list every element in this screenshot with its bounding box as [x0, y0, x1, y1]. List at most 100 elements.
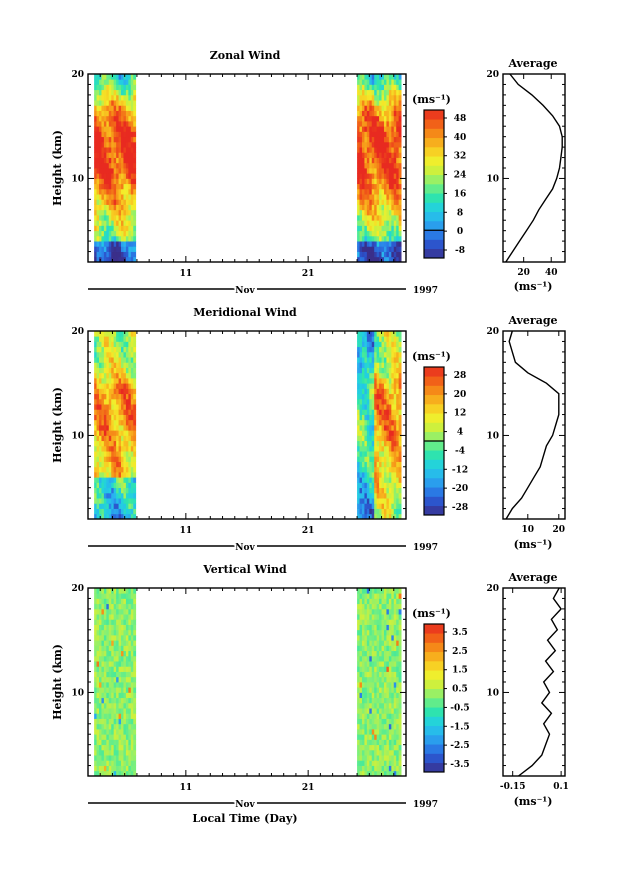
heatmap-cell — [369, 682, 373, 688]
heatmap-cell — [96, 220, 100, 226]
heatmap-cell — [128, 362, 132, 368]
heatmap-cell — [388, 362, 392, 368]
heatmap-cell — [371, 121, 375, 127]
heatmap-cell — [106, 645, 110, 652]
heatmap-cell — [128, 666, 132, 672]
heatmap-cell — [361, 498, 365, 504]
heatmap-cell — [361, 404, 365, 410]
heatmap-cell — [113, 650, 117, 657]
heatmap-cell — [371, 671, 375, 678]
heatmap-cell — [94, 692, 97, 699]
heatmap-cell — [369, 235, 373, 242]
heatmap-cell — [388, 666, 392, 672]
colorbar-swatch — [424, 422, 444, 433]
heatmap-cell — [96, 640, 100, 646]
heatmap-cell — [118, 346, 122, 353]
heatmap-cell — [128, 492, 132, 499]
heatmap-cell — [108, 661, 112, 667]
heatmap-cell — [359, 645, 363, 652]
heatmap-cell — [116, 603, 119, 610]
heatmap-cell — [116, 624, 119, 631]
heatmap-cell — [121, 451, 124, 457]
heatmap-cell — [361, 121, 365, 127]
heatmap-cell — [386, 692, 390, 699]
heatmap-cell — [101, 608, 105, 615]
heatmap-cell — [121, 178, 124, 185]
heatmap-cell — [369, 718, 373, 725]
heatmap-cell — [369, 256, 373, 263]
heatmap-cell — [111, 440, 115, 447]
heatmap-cell — [381, 74, 385, 80]
heatmap-cell — [103, 593, 107, 599]
heatmap-cell — [94, 194, 97, 200]
heatmap-cell — [374, 173, 378, 179]
heatmap-cell — [359, 760, 363, 766]
heatmap-cell — [99, 671, 102, 678]
heatmap-cell — [393, 687, 397, 693]
heatmap-cell — [106, 629, 110, 636]
heatmap-cell — [361, 770, 365, 777]
heatmap-cell — [376, 593, 380, 599]
heatmap-cell — [371, 492, 375, 499]
heatmap-cell — [99, 79, 102, 85]
heatmap-cell — [386, 440, 390, 447]
heatmap-cell — [121, 147, 124, 153]
heatmap-cell — [101, 351, 105, 358]
heatmap-cell — [383, 739, 387, 746]
heatmap-cell — [357, 199, 360, 205]
heatmap-cell — [357, 173, 360, 179]
heatmap-cell — [103, 183, 107, 190]
heatmap-cell — [366, 251, 370, 258]
heatmap-cell — [128, 503, 132, 509]
heatmap-cell — [383, 194, 387, 200]
heatmap-cell — [128, 121, 132, 127]
heatmap-cell — [108, 440, 112, 447]
heatmap-cell — [366, 331, 370, 337]
heatmap-cell — [130, 256, 134, 263]
heatmap-cell — [121, 409, 124, 415]
heatmap-cell — [388, 251, 392, 258]
heatmap-cell — [108, 204, 112, 211]
heatmap-cell — [96, 770, 100, 777]
heatmap-cell — [359, 393, 363, 400]
heatmap-cell — [96, 461, 100, 468]
heatmap-cell — [381, 765, 385, 772]
heatmap-cell — [111, 676, 115, 683]
heatmap-cell — [379, 194, 382, 200]
heatmap-cell — [94, 608, 97, 615]
heatmap-cell — [383, 346, 387, 353]
heatmap-cell — [125, 629, 129, 636]
heatmap-cell — [108, 246, 112, 252]
heatmap-cell — [121, 100, 124, 106]
heatmap-cell — [94, 136, 97, 143]
heatmap-cell — [391, 445, 395, 452]
heatmap-cell — [396, 593, 400, 599]
heatmap-cell — [123, 440, 127, 447]
heatmap-cell — [393, 445, 397, 452]
heatmap-cell — [111, 629, 115, 636]
heatmap-cell — [383, 635, 387, 641]
heatmap-cell — [130, 89, 134, 96]
heatmap-cell — [130, 666, 134, 672]
heatmap-cell — [398, 372, 402, 379]
heatmap-cell — [374, 445, 378, 452]
heatmap-cell — [391, 256, 395, 263]
heatmap-cell — [103, 718, 107, 725]
heatmap-cell — [381, 661, 385, 667]
heatmap-cell — [94, 676, 97, 683]
heatmap-cell — [113, 168, 117, 174]
heatmap-cell — [108, 152, 112, 158]
heatmap-cell — [99, 341, 102, 348]
heatmap-cell — [391, 204, 395, 211]
heatmap-cell — [388, 115, 392, 122]
heatmap-cell — [101, 419, 105, 426]
heatmap-cell — [125, 362, 129, 368]
heatmap-cell — [379, 671, 382, 678]
heatmap-cell — [111, 84, 115, 91]
heatmap-cell — [128, 650, 132, 657]
heatmap-cell — [383, 147, 387, 153]
heatmap-cell — [381, 230, 385, 237]
heatmap-cell — [123, 635, 127, 641]
heatmap-cell — [103, 608, 107, 615]
